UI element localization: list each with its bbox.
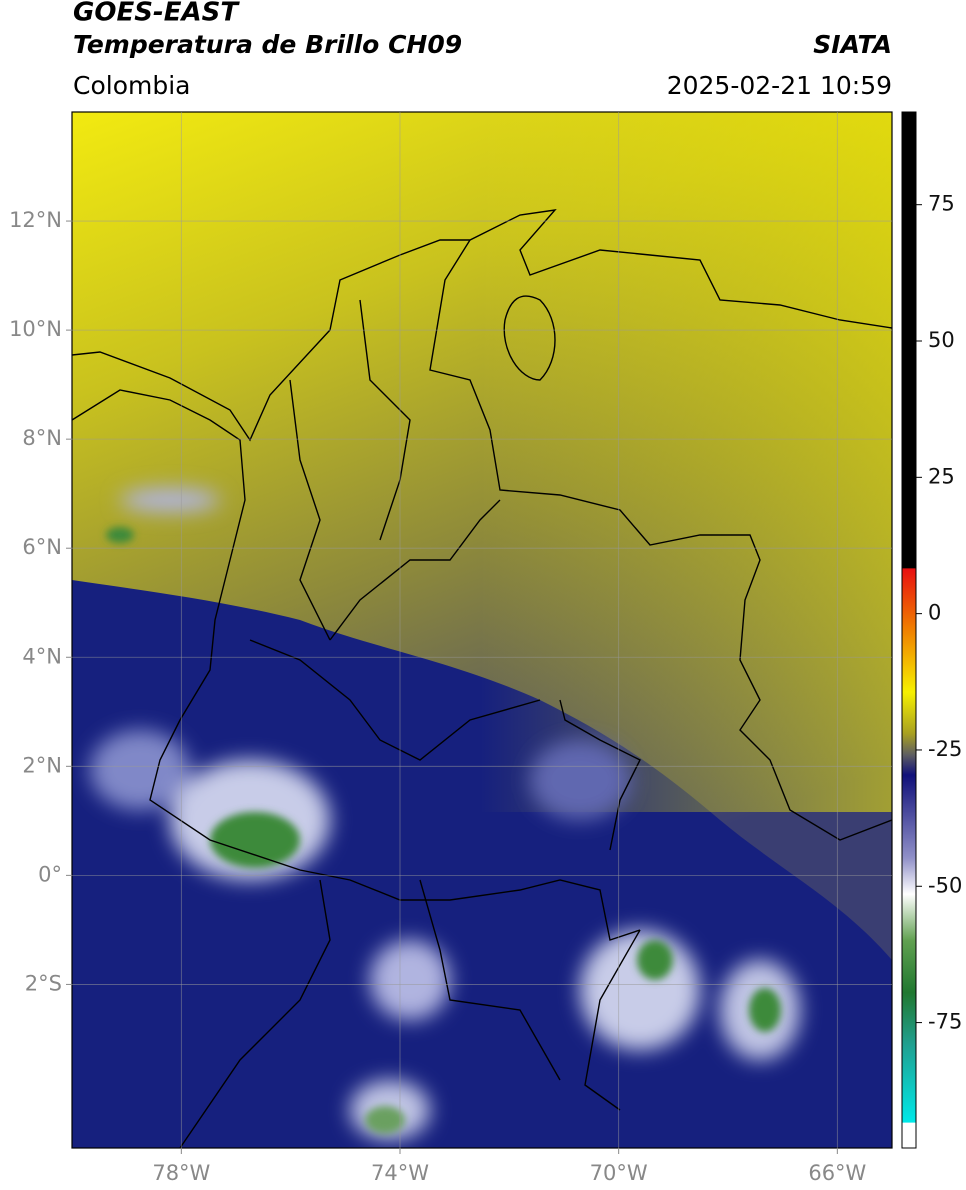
- warm-highlight: [480, 112, 892, 812]
- borders: [72, 209, 892, 1148]
- colorbar: [901, 111, 917, 1149]
- y-tick-label: 0°: [38, 862, 62, 886]
- colorbar-tick-label: 25: [928, 464, 955, 488]
- region-label: Colombia: [73, 71, 190, 100]
- y-tick-label: 12°N: [9, 208, 62, 232]
- x-tick-label: 78°W: [152, 1161, 210, 1185]
- y-tick-label: 6°N: [22, 535, 62, 559]
- y-tick-label: 4°N: [22, 644, 62, 668]
- satellite-title: GOES-EAST: [73, 0, 240, 28]
- y-tick-label: 8°N: [22, 426, 62, 450]
- x-tick-label: 70°W: [590, 1161, 648, 1185]
- y-tick-label: 2°N: [22, 753, 62, 777]
- colorbar-tick-label: 0: [928, 601, 941, 625]
- x-tick-label: 66°W: [808, 1161, 866, 1185]
- x-tick-label: 74°W: [371, 1161, 429, 1185]
- colorbar-tick-label: -50: [928, 873, 962, 897]
- colorbar-tick-label: 75: [928, 192, 955, 216]
- source-label: SIATA: [813, 30, 892, 59]
- map-frame: [71, 111, 893, 1149]
- y-tick-label: 10°N: [9, 317, 62, 341]
- timestamp: 2025-02-21 10:59: [667, 71, 892, 100]
- y-tick-label: 2°S: [25, 971, 62, 995]
- colorbar-axis: -75 -50 -25 0 25 50 75: [916, 192, 962, 1034]
- satellite-image: [72, 112, 892, 1148]
- colorbar-tick-label: -25: [928, 737, 962, 761]
- colorbar-tick-label: -75: [928, 1010, 962, 1034]
- colorbar-tick-label: 50: [928, 328, 955, 352]
- product-title: Temperatura de Brillo CH09: [73, 30, 462, 59]
- coldest-tops: [106, 527, 781, 1134]
- map-axes: 78°W 74°W 70°W 66°W 2°S 0° 2°N 4°N 6°N 8°N 10°N 12°…: [9, 112, 892, 1185]
